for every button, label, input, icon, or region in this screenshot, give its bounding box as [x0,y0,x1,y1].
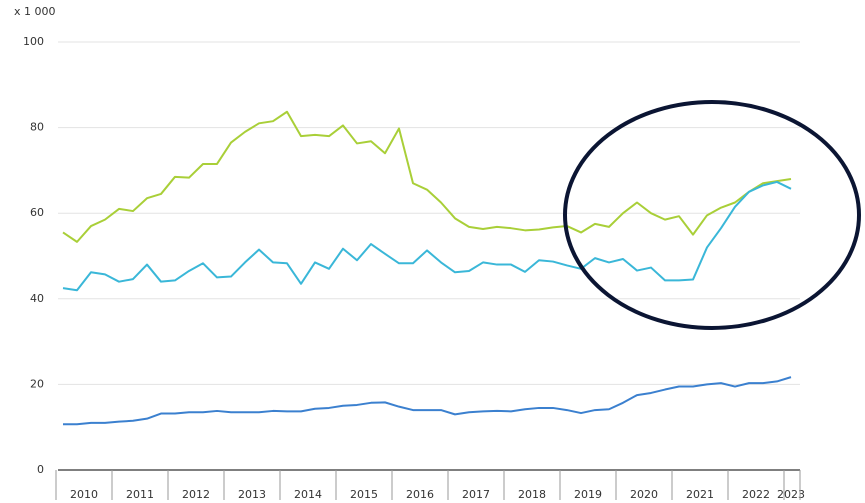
y-tick-label: 20 [30,377,44,390]
x-tick-label: 2022 [742,488,770,501]
x-tick-label: 2021 [686,488,714,501]
series-line [62,180,792,292]
highlight-ellipse [563,100,861,330]
y-tick-label: 0 [37,463,44,476]
y-tick-label: 60 [30,206,44,219]
x-tick-label: 2018 [518,488,546,501]
x-tick-label: 2011 [126,488,154,501]
x-tick-label: 2023 [777,488,805,501]
x-tick-label: 2020 [630,488,658,501]
x-tick-label: 2016 [406,488,434,501]
series-line [63,376,792,426]
y-tick-label: 100 [23,35,44,48]
x-tick-label: 2017 [462,488,490,501]
x-tick-label: 2015 [350,488,378,501]
series-line [62,110,792,243]
x-tick-label: 2014 [294,488,322,501]
y-tick-label: 40 [30,292,44,305]
unit-label: x 1 000 [14,5,56,18]
x-tick-label: 2019 [574,488,602,501]
x-tick-label: 2010 [70,488,98,501]
x-tick-label: 2012 [182,488,210,501]
y-tick-label: 80 [30,121,44,134]
x-tick-label: 2013 [238,488,266,501]
